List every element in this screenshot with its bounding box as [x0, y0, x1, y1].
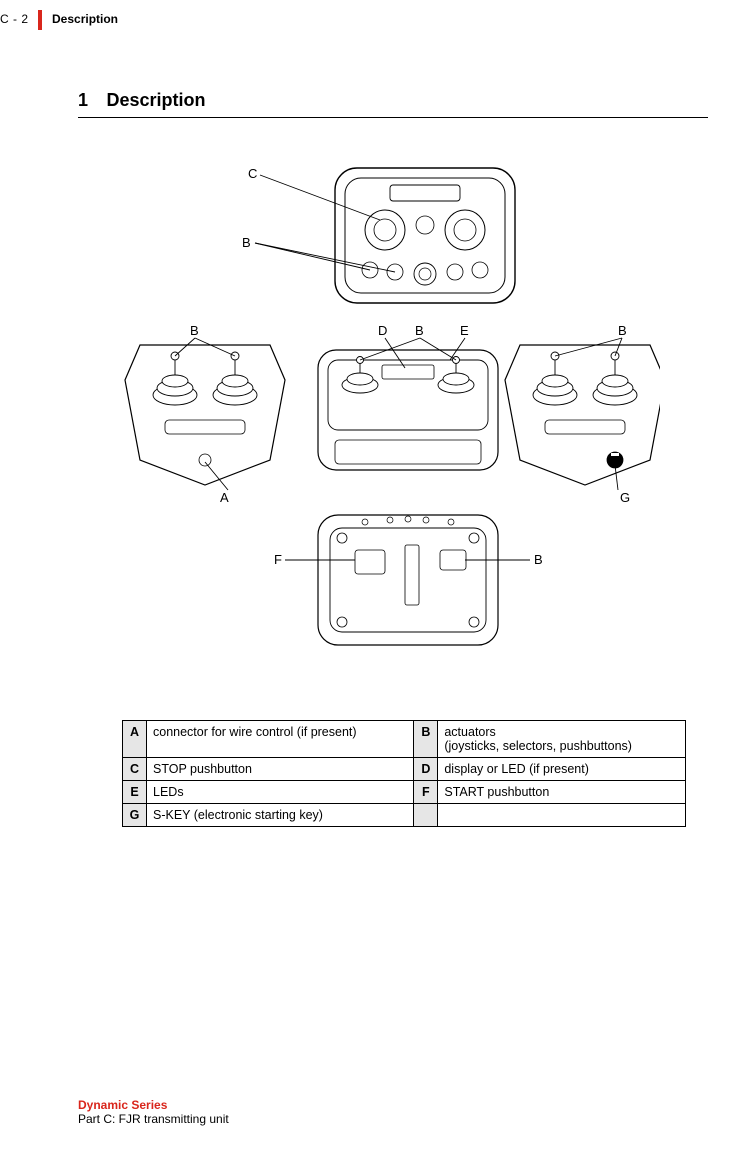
legend-key: B [414, 721, 438, 758]
top-view [335, 168, 515, 303]
section-heading: 1 Description [78, 90, 708, 118]
legend-desc: display or LED (if present) [438, 758, 686, 781]
table-row: A connector for wire control (if present… [123, 721, 686, 758]
right-view [505, 345, 660, 485]
section-number: 1 [78, 90, 88, 111]
header-accent-bar [38, 10, 42, 30]
label-D: D [378, 323, 387, 338]
left-view [125, 345, 285, 485]
device-diagram: C B B D B E B A G F B [120, 150, 660, 670]
footer-part: Part C: FJR transmitting unit [78, 1112, 229, 1126]
label-B-bottom: B [534, 552, 543, 567]
footer-series: Dynamic Series [78, 1098, 229, 1112]
label-G: G [620, 490, 630, 505]
bottom-view [318, 515, 498, 645]
label-B-left: B [190, 323, 199, 338]
legend-key: D [414, 758, 438, 781]
table-row: C STOP pushbutton D display or LED (if p… [123, 758, 686, 781]
legend-key: F [414, 781, 438, 804]
legend-desc: actuators (joysticks, selectors, pushbut… [438, 721, 686, 758]
legend-key: C [123, 758, 147, 781]
front-view [318, 350, 498, 470]
table-row: G S-KEY (electronic starting key) [123, 804, 686, 827]
page-header: C - 2 Description [0, 12, 756, 36]
legend-key: A [123, 721, 147, 758]
diagram-svg: C B B D B E B A G F B [120, 150, 660, 670]
label-B-front: B [415, 323, 424, 338]
legend-desc: STOP pushbutton [147, 758, 414, 781]
page-number: C - 2 [0, 12, 29, 26]
legend-desc: LEDs [147, 781, 414, 804]
label-F: F [274, 552, 282, 567]
label-B-top: B [242, 235, 251, 250]
label-B-right: B [618, 323, 627, 338]
header-title: Description [52, 12, 118, 26]
page-footer: Dynamic Series Part C: FJR transmitting … [78, 1098, 229, 1126]
legend-key: E [123, 781, 147, 804]
legend-desc: S-KEY (electronic starting key) [147, 804, 414, 827]
label-E: E [460, 323, 469, 338]
legend-desc: START pushbutton [438, 781, 686, 804]
table-row: E LEDs F START pushbutton [123, 781, 686, 804]
legend-table: A connector for wire control (if present… [122, 720, 686, 827]
label-C: C [248, 166, 257, 181]
legend-key [414, 804, 438, 827]
label-A: A [220, 490, 229, 505]
legend-desc: connector for wire control (if present) [147, 721, 414, 758]
legend-key: G [123, 804, 147, 827]
section-rule [78, 117, 708, 118]
section-title: Description [106, 90, 205, 111]
legend-desc [438, 804, 686, 827]
